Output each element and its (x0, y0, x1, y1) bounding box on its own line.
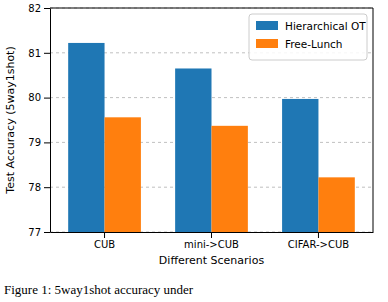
chart: 77 78 79 80 81 82 CUB mini->CUB CIFAR->CUB Hierar… (0, 0, 388, 302)
bars (68, 43, 355, 232)
y-axis-line (50, 9, 51, 233)
x-tick-mark (211, 232, 212, 238)
y-tick-mark (44, 53, 50, 54)
x-tick: CUB (94, 232, 115, 250)
bar (175, 68, 211, 232)
x-tick-label: CIFAR->CUB (288, 239, 349, 250)
y-tick-mark (44, 232, 50, 233)
x-tick: CIFAR->CUB (288, 232, 349, 250)
y-tick-mark (44, 142, 50, 143)
y-tick: 77 (28, 227, 50, 238)
y-axis-title: Test Accuracy (5way1shot) (4, 46, 17, 194)
plot: 77 78 79 80 81 82 CUB mini->CUB CIFAR->CUB Hierar… (28, 3, 373, 250)
grid (50, 8, 373, 232)
frame (373, 8, 374, 232)
grid-line (50, 8, 373, 9)
x-tick-label: CUB (94, 239, 115, 250)
y-tick-mark (44, 8, 50, 9)
bar (105, 117, 141, 232)
bar (282, 99, 318, 232)
frame (50, 8, 373, 9)
y-tick-mark (44, 98, 50, 99)
bar (212, 126, 248, 232)
y-axis: 77 78 79 80 81 82 (28, 3, 50, 238)
legend-swatch (256, 21, 278, 30)
x-tick-mark (104, 232, 105, 238)
y-tick: 78 (28, 182, 50, 193)
y-tick: 80 (28, 92, 50, 103)
x-tick-label: mini->CUB (184, 239, 239, 250)
caption: Figure 1: 5way1shot accuracy under (4, 282, 194, 297)
y-tick: 82 (28, 3, 50, 14)
y-tick-label: 82 (28, 3, 41, 14)
legend-label: Hierarchical OT (285, 20, 366, 32)
legend-box (249, 14, 367, 60)
y-tick: 79 (28, 137, 50, 148)
legend: Hierarchical OT Free-Lunch (249, 14, 367, 60)
y-tick: 81 (28, 48, 50, 59)
y-tick-label: 78 (28, 182, 41, 193)
x-tick-mark (318, 232, 319, 238)
bar (68, 43, 104, 232)
y-tick-label: 77 (28, 227, 41, 238)
x-axis-title: Different Scenarios (159, 254, 265, 267)
y-tick-label: 80 (28, 92, 41, 103)
bar (318, 177, 354, 232)
legend-label: Free-Lunch (285, 38, 342, 50)
x-tick: mini->CUB (184, 232, 239, 250)
x-axis: CUB mini->CUB CIFAR->CUB (51, 232, 374, 250)
y-tick-label: 81 (28, 48, 41, 59)
y-tick-mark (44, 187, 50, 188)
legend-swatch (256, 39, 278, 48)
y-tick-label: 79 (28, 137, 41, 148)
